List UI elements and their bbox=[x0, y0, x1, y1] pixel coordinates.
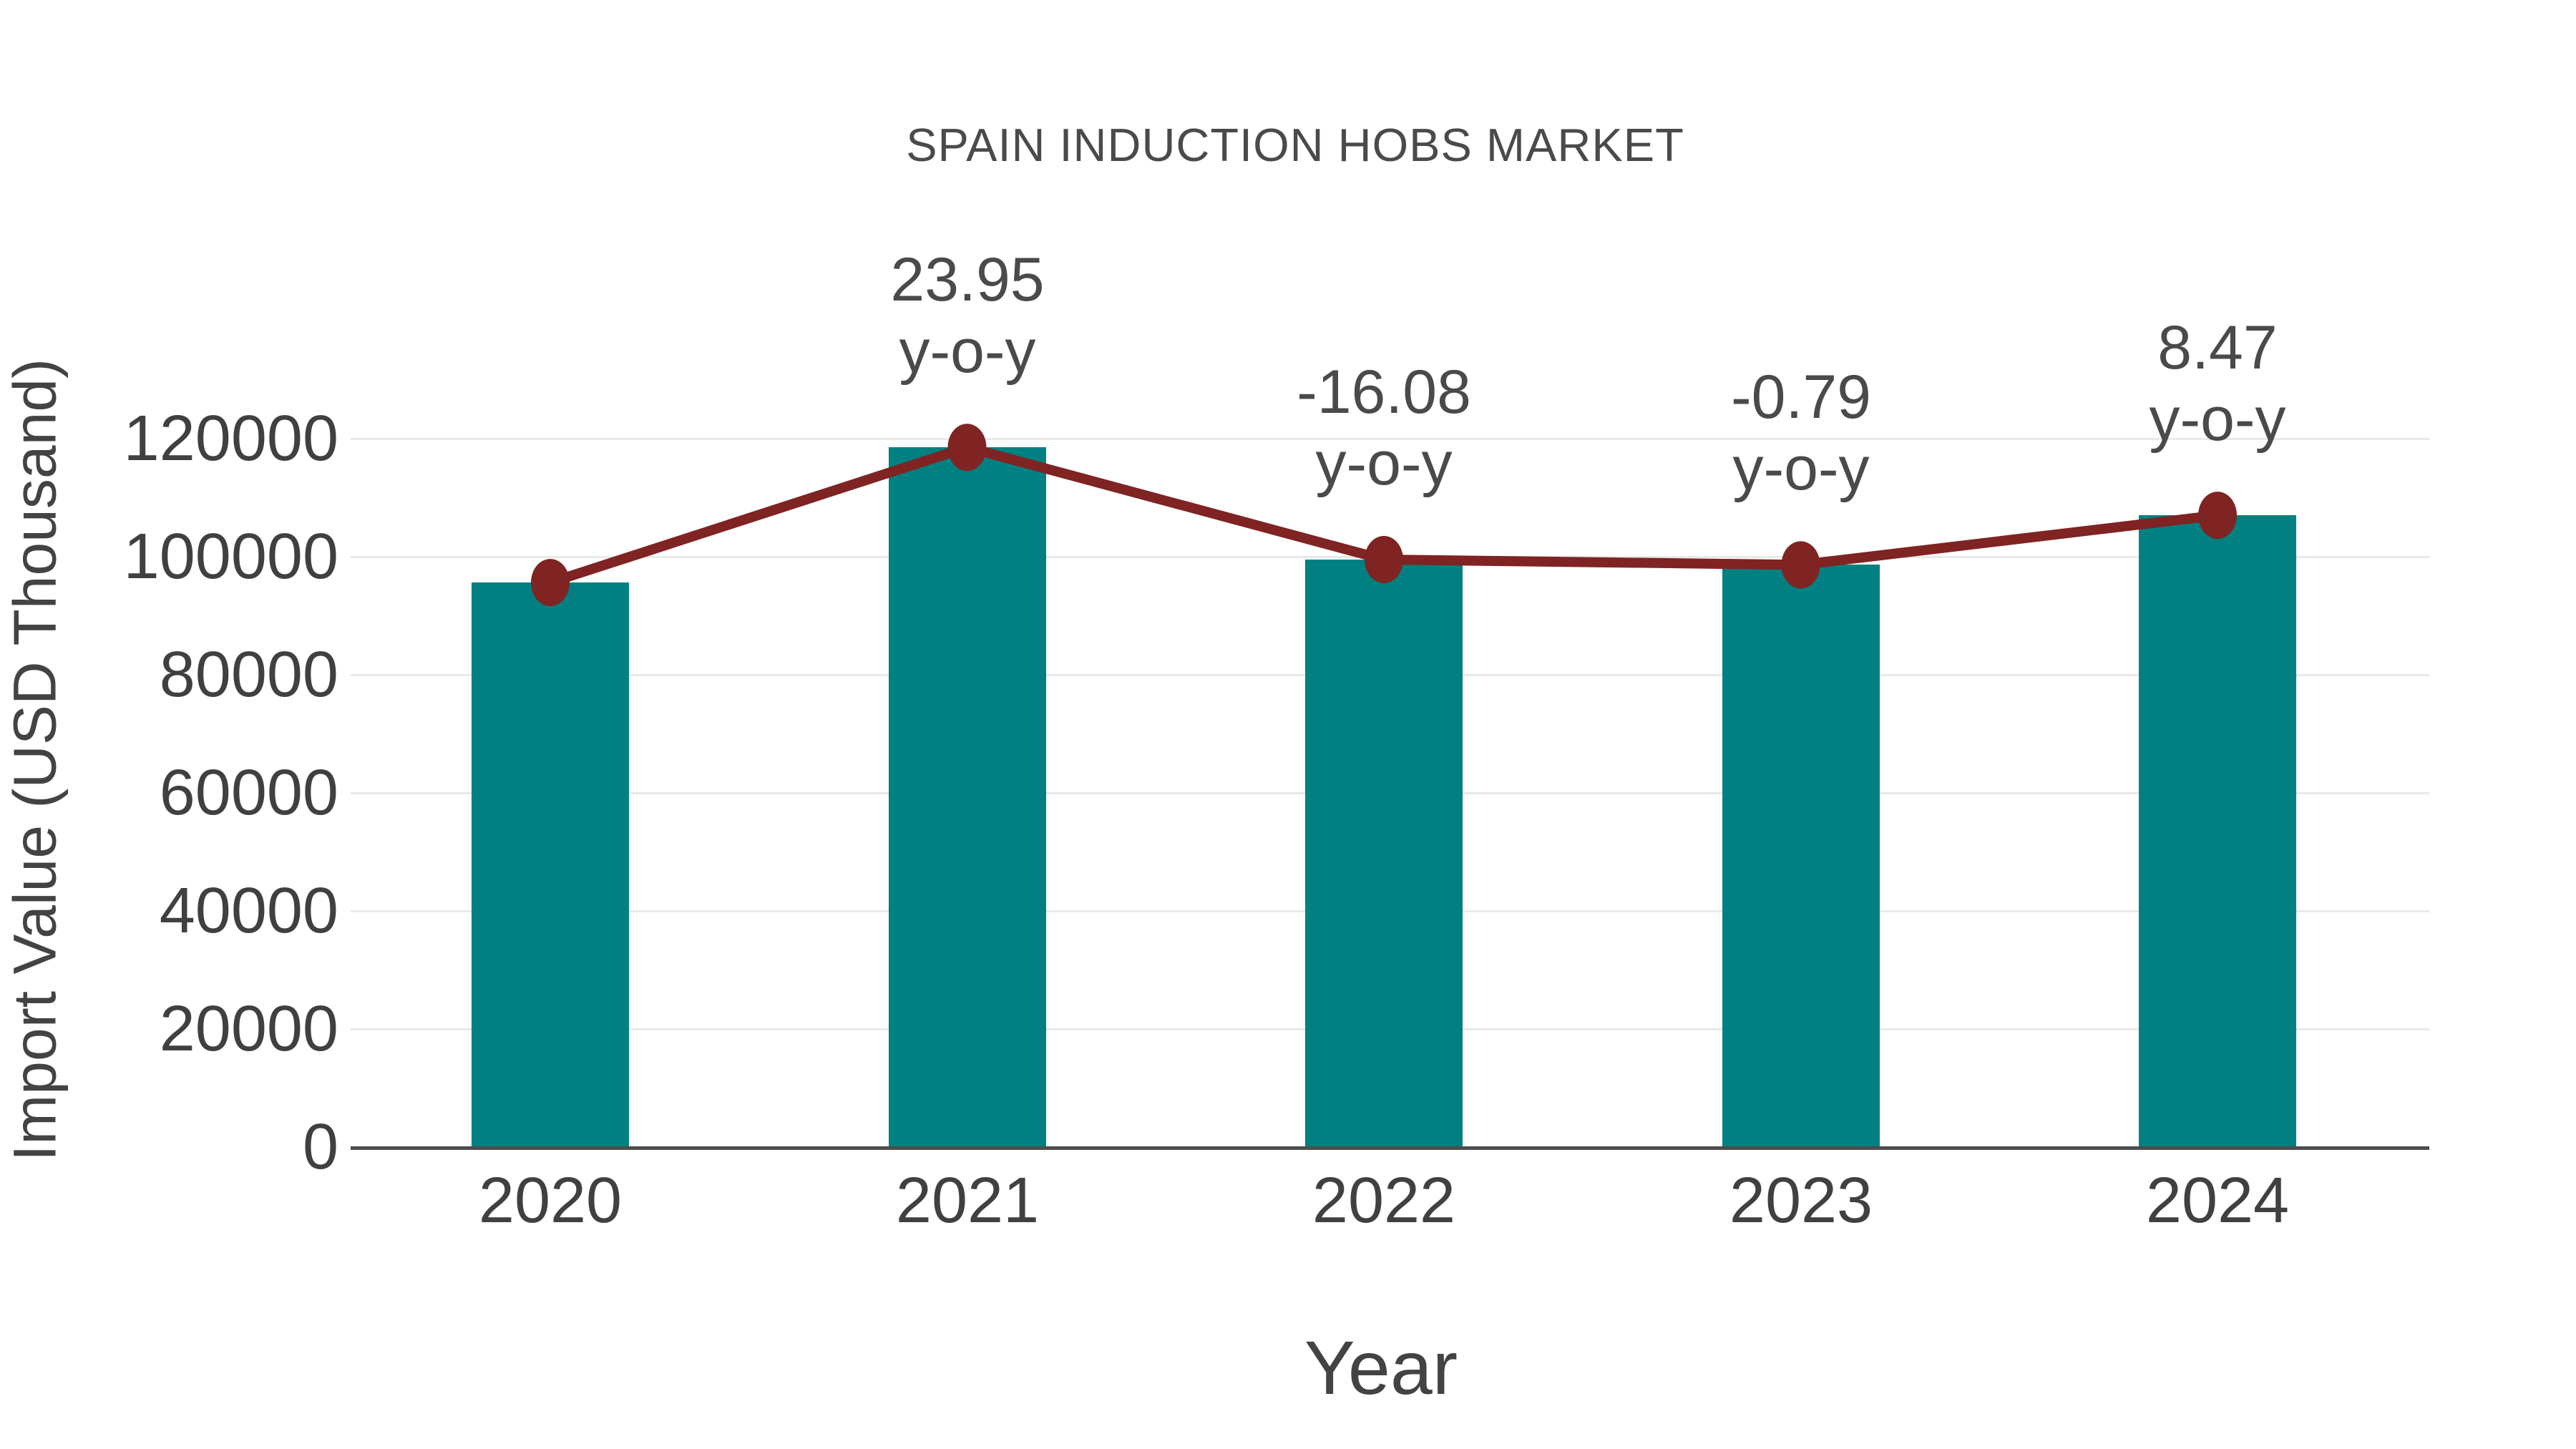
yoy-annotation-2024: 8.47 y-o-y bbox=[2060, 312, 2375, 455]
chart-title: SPAIN INDUCTION HOBS MARKET bbox=[906, 119, 1684, 171]
yoy-annotation-line: y-o-y bbox=[2149, 385, 2286, 454]
x-tick-label-2021: 2021 bbox=[895, 1165, 1040, 1236]
y-tick-label-0: 0 bbox=[302, 1111, 338, 1183]
data-point-marker-2021 bbox=[947, 424, 987, 472]
gridline-120000 bbox=[351, 438, 2429, 440]
y-tick-label-20000: 20000 bbox=[159, 993, 338, 1065]
yoy-annotation-2021: 23.95 y-o-y bbox=[810, 244, 1125, 387]
y-tick-label-60000: 60000 bbox=[159, 757, 338, 829]
yoy-annotation-line: y-o-y bbox=[1732, 434, 1870, 503]
x-tick-label-2024: 2024 bbox=[2145, 1165, 2290, 1236]
bar-2020 bbox=[472, 582, 629, 1146]
x-tick-label-2020: 2020 bbox=[478, 1165, 623, 1236]
data-point-marker-2020 bbox=[531, 559, 570, 607]
yoy-annotation-line: 23.95 bbox=[890, 245, 1045, 314]
y-tick-label-100000: 100000 bbox=[123, 521, 338, 592]
bar-2022 bbox=[1305, 560, 1463, 1146]
x-tick-label-2022: 2022 bbox=[1312, 1165, 1456, 1236]
yoy-annotation-line: 8.47 bbox=[2157, 313, 2278, 382]
y-tick-label-120000: 120000 bbox=[123, 403, 338, 474]
x-axis-label: Year bbox=[1304, 1326, 1458, 1410]
y-tick-label-40000: 40000 bbox=[159, 875, 338, 947]
x-axis-line bbox=[351, 1146, 2429, 1150]
data-point-marker-2023 bbox=[1781, 541, 1820, 589]
yoy-annotation-2023: -0.79 y-o-y bbox=[1644, 361, 1958, 504]
yoy-annotation-line: y-o-y bbox=[899, 317, 1036, 386]
x-tick-label-2023: 2023 bbox=[1729, 1165, 1873, 1236]
bar-2023 bbox=[1722, 565, 1880, 1146]
yoy-annotation-line: -16.08 bbox=[1297, 358, 1471, 426]
y-tick-label-80000: 80000 bbox=[159, 639, 338, 711]
yoy-annotation-line: -0.79 bbox=[1730, 363, 1872, 431]
yoy-annotation-2022: -16.08 y-o-y bbox=[1226, 356, 1541, 499]
yoy-annotation-line: y-o-y bbox=[1315, 429, 1453, 498]
bar-2024 bbox=[2139, 515, 2296, 1146]
data-point-marker-2022 bbox=[1365, 535, 1403, 583]
bar-2021 bbox=[889, 447, 1046, 1146]
data-point-marker-2024 bbox=[2198, 492, 2237, 540]
